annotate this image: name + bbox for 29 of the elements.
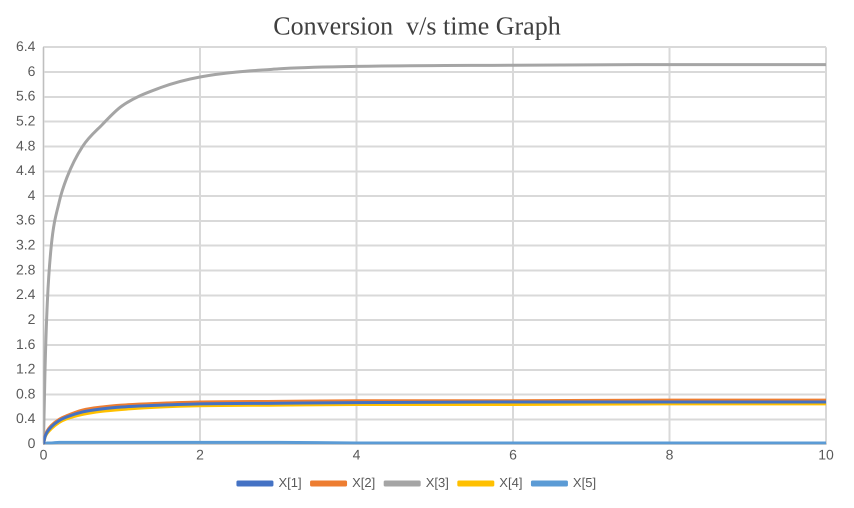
y-tick-label: 0 — [28, 435, 36, 452]
legend-label: X[3] — [426, 475, 449, 490]
y-tick-label: 3.2 — [16, 236, 36, 253]
y-tick-label: 3.6 — [16, 212, 36, 228]
x-tick-label: 6 — [509, 446, 518, 462]
x-tick-label: 2 — [196, 446, 204, 462]
x-tick-label: 10 — [818, 446, 834, 462]
x-tick-label: 0 — [40, 446, 48, 462]
y-tick-label: 1.2 — [16, 360, 36, 377]
y-tick-label: 0.4 — [16, 410, 36, 426]
y-tick-label: 4.8 — [16, 137, 36, 154]
y-tick-label: 4.4 — [16, 162, 36, 178]
y-tick-label: 5.6 — [16, 88, 36, 104]
y-tick-label: 6.4 — [16, 38, 36, 54]
y-tick-label: 2.4 — [16, 286, 36, 302]
y-tick-label: 0.8 — [16, 385, 36, 402]
y-tick-label: 1.6 — [16, 336, 36, 352]
legend-label: X[5] — [572, 475, 596, 490]
y-tick-label: 4 — [28, 186, 36, 203]
y-tick-label: 5.2 — [16, 112, 36, 128]
y-tick-label: 2.8 — [16, 261, 36, 278]
chart-title: Conversion v/s time Graph — [273, 11, 561, 40]
x-tick-label: 4 — [352, 446, 361, 462]
x-tick-label: 8 — [666, 446, 674, 462]
legend-label: X[4] — [499, 475, 522, 490]
y-tick-label: 6 — [28, 62, 36, 79]
y-tick-label: 2 — [28, 310, 36, 327]
legend-label: X[2] — [352, 475, 376, 490]
legend-label: X[1] — [278, 475, 302, 490]
